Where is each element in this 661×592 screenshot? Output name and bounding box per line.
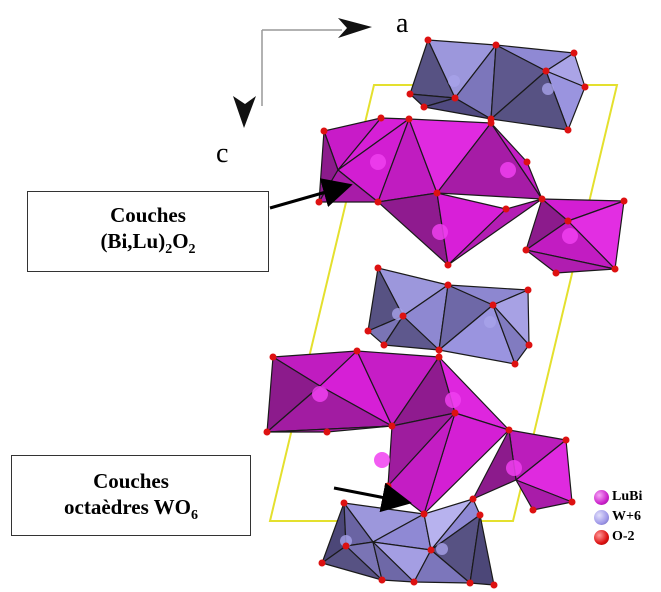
bilu-layer-lower [266, 350, 573, 515]
wo6-label-line2: octaèdres WO6 [64, 495, 198, 524]
oxygen-atom-icon [594, 529, 609, 545]
wo6-layers-label: Couches octaèdres WO6 [11, 455, 251, 536]
a-axis-arrow [338, 18, 372, 38]
c-axis-label: c [216, 138, 229, 169]
atom-legend: LuBi W+6 O-2 [594, 487, 642, 547]
legend-item-o2: O-2 [594, 527, 642, 547]
bilu-label-line1: Couches [110, 203, 186, 227]
bilu-layers-label: Couches (Bi,Lu)2O2 [27, 191, 269, 272]
bilu-layer-upper [318, 117, 625, 274]
c-axis-arrow [233, 96, 256, 128]
bilu-callout-arrow [269, 178, 353, 210]
lubi-atom-icon [594, 489, 609, 505]
axis-indicator [233, 18, 372, 128]
wo6-layer-middle [367, 267, 530, 365]
legend-item-w6: W+6 [594, 507, 642, 527]
wo6-callout-arrow [333, 482, 412, 513]
wo6-label-line1: Couches [93, 469, 169, 493]
cation-atoms [312, 75, 578, 555]
wo6-layer-bottom [321, 498, 495, 586]
oxygen-atoms [263, 36, 628, 589]
legend-item-lubi: LuBi [594, 487, 642, 507]
a-axis-label: a [396, 8, 409, 39]
bilu-label-line2: (Bi,Lu)2O2 [100, 229, 196, 258]
tungsten-atom-icon [594, 509, 609, 525]
wo6-layer-top [409, 39, 586, 131]
